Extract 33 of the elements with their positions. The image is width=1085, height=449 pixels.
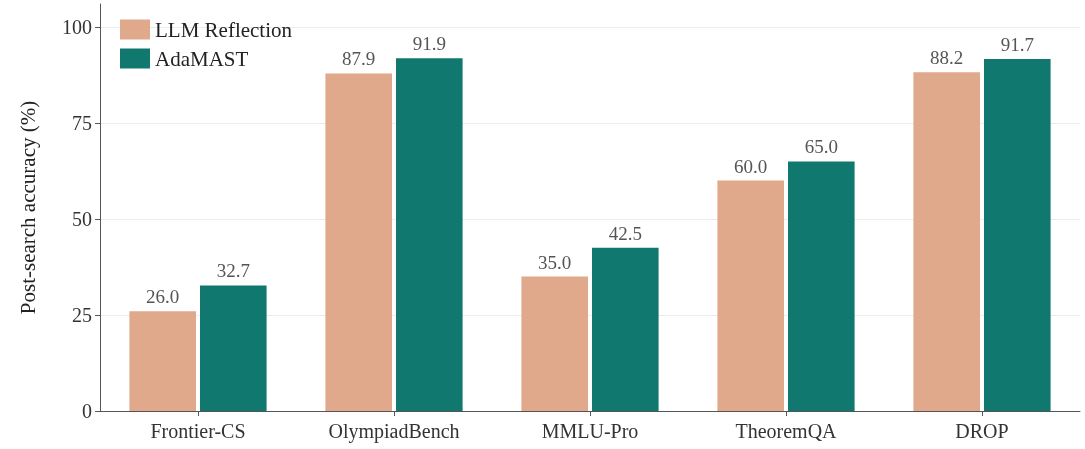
data-label: 91.9 <box>412 33 446 55</box>
data-label: 60.0 <box>734 155 768 177</box>
x-tick-label: Frontier-CS <box>150 420 246 442</box>
bar <box>325 73 392 411</box>
y-tick-label: 100 <box>62 16 92 39</box>
y-tick-label: 50 <box>72 208 92 231</box>
y-tick-label: 75 <box>72 112 92 135</box>
y-tick-label: 25 <box>72 304 92 327</box>
data-label: 35.0 <box>538 251 572 273</box>
x-tick-label: MMLU-Pro <box>541 420 639 442</box>
bar <box>592 247 659 411</box>
x-tick-label: DROP <box>955 420 1009 442</box>
legend-label: LLM Reflection <box>155 17 293 42</box>
bar <box>913 72 980 411</box>
x-tick-label: OlympiadBench <box>328 420 460 443</box>
bar <box>129 311 196 411</box>
y-tick-label: 0 <box>82 400 92 422</box>
data-label: 26.0 <box>146 286 180 308</box>
data-label: 65.0 <box>804 136 838 158</box>
bar <box>521 276 588 411</box>
x-tick-label: TheoremQA <box>735 420 838 442</box>
bar <box>788 161 855 411</box>
y-axis-title: Post-search accuracy (%) <box>15 100 40 315</box>
bar <box>396 58 463 411</box>
bar <box>200 285 267 411</box>
bar <box>984 58 1051 411</box>
data-label: 88.2 <box>930 47 964 69</box>
data-label: 91.7 <box>1000 33 1034 55</box>
data-label: 32.7 <box>216 260 250 282</box>
data-label: 87.9 <box>342 48 376 70</box>
legend-label: AdaMAST <box>155 46 249 71</box>
bar <box>717 180 784 411</box>
data-label: 42.5 <box>608 222 642 244</box>
